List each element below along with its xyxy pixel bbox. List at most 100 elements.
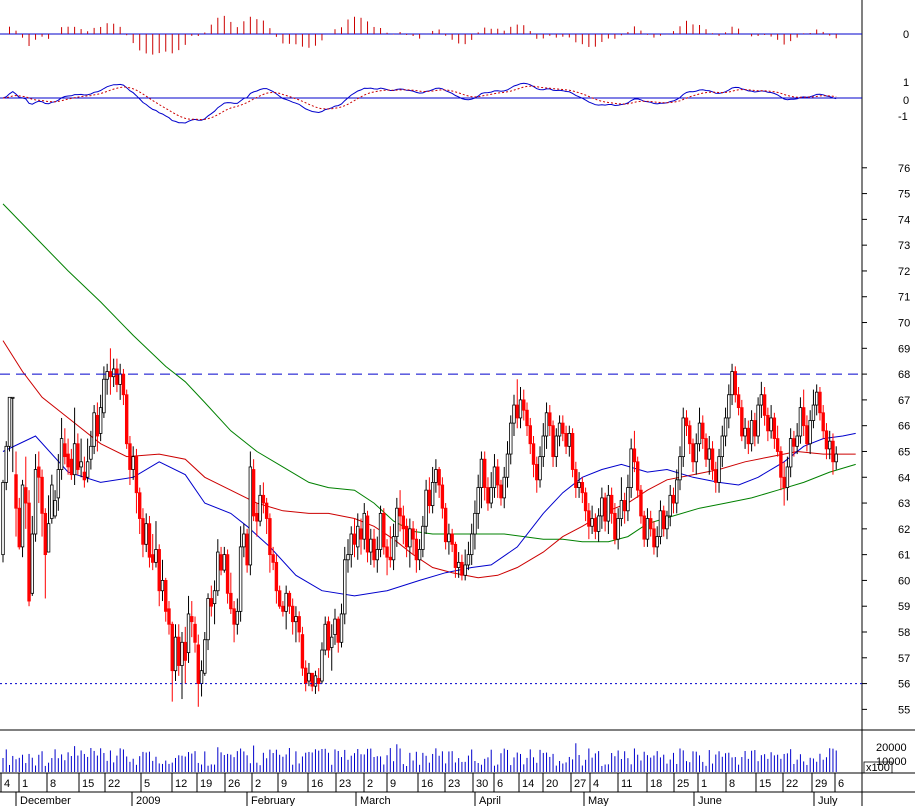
candle [359,518,363,555]
candle [404,518,409,558]
candle [499,479,503,506]
candle [740,399,744,442]
candle-body [499,484,503,499]
x-day-label: 6 [497,778,503,790]
candle-body [209,598,214,607]
candle-body [258,494,262,522]
ma-long-line [2,203,856,543]
candle-body [229,592,233,610]
macd-signal-panel: 1 0 -1 [0,77,909,124]
candle [11,396,15,473]
candle-body [538,456,542,481]
x-day-label: 8 [50,778,56,790]
x-day-label: 30 [476,778,488,790]
candle-body [131,456,135,470]
candle-body [772,417,777,439]
candlesticks [1,348,838,707]
signal-line [2,85,837,121]
candle [603,492,607,532]
candle-body [717,456,721,483]
candle [66,438,70,475]
candle-body [440,484,445,509]
candle-body [596,515,601,532]
candle [629,438,633,498]
candle-body [232,608,236,625]
candle [242,523,246,558]
candle [173,624,178,681]
candle-body [798,407,803,437]
candle-body [753,420,757,437]
x-day-label: 1 [22,778,28,790]
x-day-label: 19 [200,778,212,790]
y-tick-label: 64 [898,472,910,484]
candle-body [788,438,793,468]
candle [512,394,516,436]
candle [535,456,539,493]
candle-body [203,639,207,674]
candle-body [756,404,760,437]
candle [528,417,532,455]
candle [222,546,227,573]
candle-body [723,417,728,437]
candle [648,510,653,537]
candle-body [303,667,308,684]
candle-body [268,518,272,556]
candle [258,485,262,527]
candle-body [343,559,347,615]
candle [564,425,568,455]
candle-body [134,456,139,494]
candle [160,559,165,602]
candle [548,405,552,436]
candle [505,441,510,488]
candle-body [704,438,708,460]
candle [245,528,249,573]
candle [814,384,819,416]
candle-body [274,561,279,592]
candle-body [701,422,705,439]
candle-body [828,440,832,450]
x-day-label: 14 [522,778,534,790]
candle [339,603,344,648]
candle-body [453,543,458,568]
candle-body [548,412,552,427]
candle [102,366,106,418]
x-month-label: May [588,795,609,806]
y-tick-label: 75 [898,189,910,201]
candle-body [447,533,451,543]
x-day-label: 23 [448,778,460,790]
candle-body [600,497,604,517]
candle-body [59,438,64,470]
candle [59,417,64,480]
candle-body [463,564,467,576]
candle [76,433,80,475]
candle [430,466,435,514]
candle-body [486,487,490,504]
y-tick-label: 67 [898,395,910,407]
candle-body [11,396,15,399]
candle [330,624,334,671]
candle-body [629,448,633,488]
candle-body [427,489,432,507]
candle [375,536,379,573]
candle-body [369,538,373,553]
candle-body [102,378,106,414]
candle-body [346,554,350,561]
candle [95,402,100,452]
candle [544,402,549,449]
candle [466,541,471,571]
candle-body [186,613,191,654]
candle-body [124,394,129,445]
candle-body [277,590,282,607]
candle [216,539,220,596]
candle-body [489,487,493,504]
candle [225,549,230,604]
candle [486,477,490,511]
candle-body [206,598,210,641]
candle [743,417,747,449]
candle-body [834,453,838,463]
candle-body [398,507,402,517]
candle [40,469,44,537]
candle [82,456,87,488]
candle [414,528,419,573]
candle [710,441,715,480]
